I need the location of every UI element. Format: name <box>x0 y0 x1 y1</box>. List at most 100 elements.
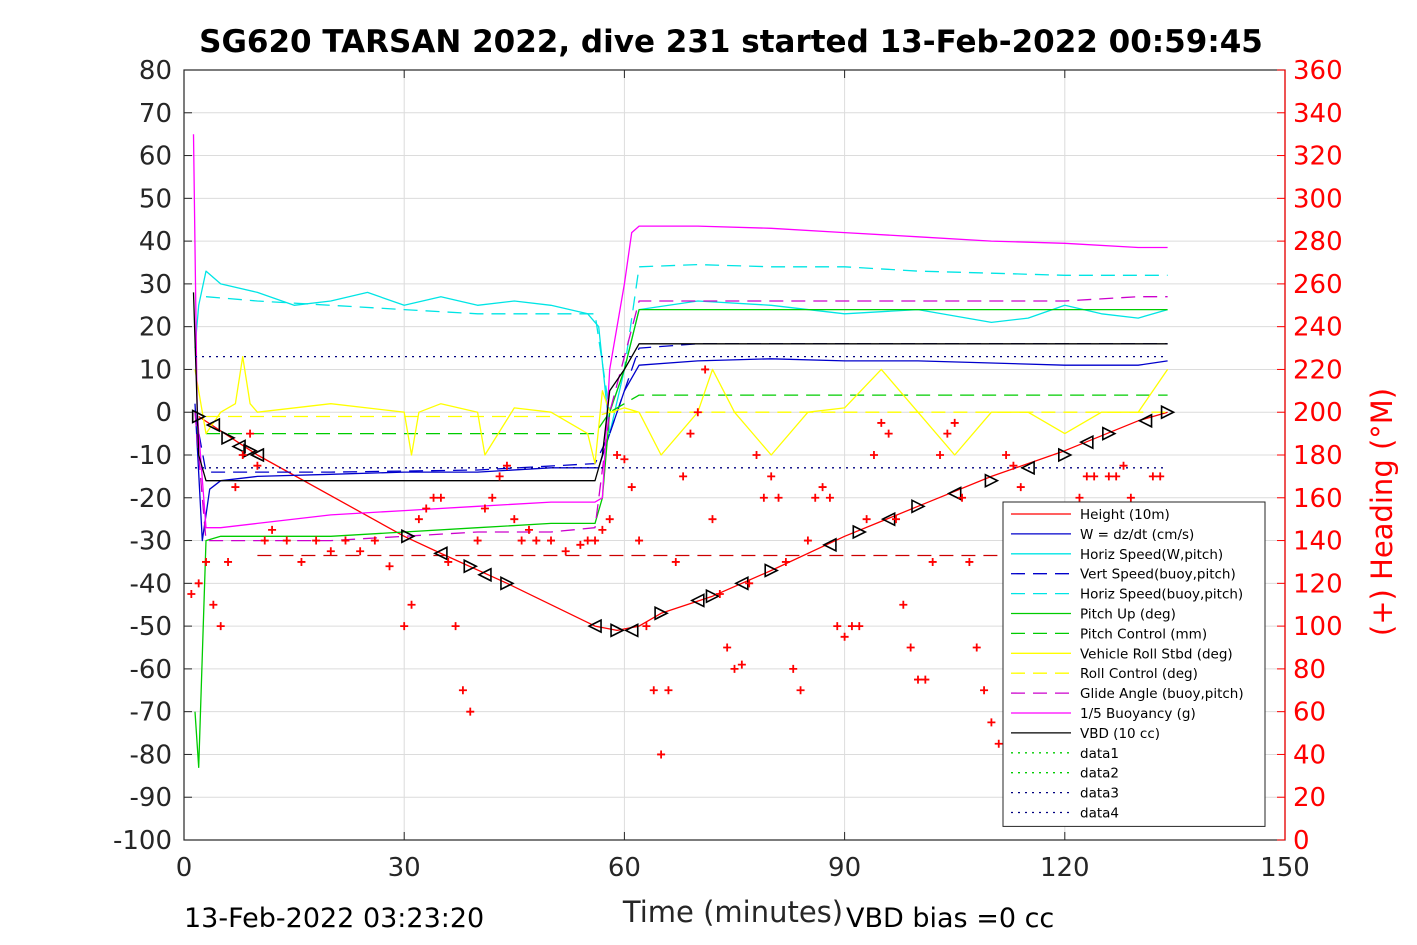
heading-point-2 <box>202 557 211 566</box>
heading-point-113 <box>1104 472 1113 481</box>
heading-point-18 <box>370 536 379 545</box>
heading-point-49 <box>635 536 644 545</box>
heading-point-17 <box>356 547 365 556</box>
heading-point-67 <box>767 472 776 481</box>
y-right-tick-label-3: 300 <box>1293 184 1343 214</box>
height-marker-13 <box>623 623 639 638</box>
heading-point-72 <box>803 536 812 545</box>
height-marker-18 <box>764 563 779 578</box>
heading-point-88 <box>921 675 930 684</box>
height-marker-10 <box>500 576 515 591</box>
heading-point-31 <box>480 504 489 513</box>
heading-point-55 <box>679 472 688 481</box>
heading-point-0 <box>187 590 196 599</box>
y-tick-label-14: -60 <box>130 655 172 685</box>
y-right-tick-label-11: 140 <box>1293 527 1343 557</box>
heading-point-81 <box>869 451 878 459</box>
height-marker-1 <box>205 417 221 433</box>
legend-label-4: Horiz Speed(buoy,pitch) <box>1080 587 1243 603</box>
legend-label-0: Height (10m) <box>1080 507 1170 523</box>
heading-point-115 <box>1119 461 1128 470</box>
axes: 0 30 60 90 120 15080706050403020100-10-20-30-… <box>113 56 1343 883</box>
heading-point-65 <box>752 451 761 459</box>
heading-point-80 <box>862 515 871 524</box>
heading-point-40 <box>561 547 570 556</box>
height-marker-27 <box>1079 434 1094 450</box>
height-marker-8 <box>463 558 479 574</box>
y-right-tick-label-0: 360 <box>1293 56 1343 86</box>
y-right-tick-label-4: 280 <box>1293 227 1343 257</box>
y-tick-label-10: -20 <box>130 484 172 514</box>
legend-label-14: data3 <box>1080 786 1119 802</box>
y-tick-label-13: -50 <box>130 612 172 642</box>
heading-point-16 <box>341 536 350 545</box>
heading-point-19 <box>385 562 394 571</box>
heading-point-43 <box>591 536 600 545</box>
heading-point-30 <box>473 536 482 545</box>
series-line-7 <box>194 355 1169 465</box>
height-marker-12 <box>610 623 625 638</box>
y-tick-label-18: -100 <box>113 826 172 856</box>
x-tick-label-5: 150 <box>1260 853 1310 883</box>
height-marker-30 <box>1160 404 1176 420</box>
height-marker-2 <box>221 430 236 446</box>
heading-point-61 <box>723 643 732 652</box>
heading-point-34 <box>502 461 511 470</box>
y-right-tick-label-2: 320 <box>1293 142 1343 172</box>
y-tick-label-12: -40 <box>130 569 172 599</box>
y-tick-label-15: -70 <box>130 698 172 728</box>
height-marker-23 <box>946 486 962 501</box>
heading-point-12 <box>282 536 291 545</box>
y-right-tick-label-14: 80 <box>1293 655 1326 685</box>
heading-point-95 <box>972 643 981 652</box>
heading-point-58 <box>701 365 710 374</box>
heading-point-56 <box>686 429 695 438</box>
height-marker-5 <box>249 447 265 463</box>
heading-point-14 <box>312 536 321 545</box>
y-right-tick-label-15: 60 <box>1293 698 1326 728</box>
heading-point-93 <box>958 493 967 502</box>
heading-point-76 <box>833 622 842 631</box>
height-marker-0 <box>191 409 207 424</box>
y-right-tick-label-18: 0 <box>1293 826 1310 856</box>
heading-point-15 <box>326 547 335 556</box>
heading-point-26 <box>444 557 453 566</box>
heading-point-52 <box>657 750 666 759</box>
heading-point-70 <box>789 664 798 673</box>
heading-point-59 <box>708 515 717 524</box>
legend-label-8: Roll Control (deg) <box>1080 666 1198 682</box>
heading-point-86 <box>906 643 915 652</box>
heading-point-3 <box>209 600 218 609</box>
heading-point-10 <box>260 536 269 545</box>
height-marker-9 <box>477 567 492 583</box>
heading-point-114 <box>1112 472 1121 481</box>
heading-point-27 <box>451 622 460 631</box>
heading-point-84 <box>891 515 900 524</box>
heading-point-89 <box>928 557 937 566</box>
heading-point-29 <box>466 707 475 716</box>
legend-label-7: Vehicle Roll Stbd (deg) <box>1080 646 1233 662</box>
legend-label-13: data2 <box>1080 766 1119 782</box>
heading-point-73 <box>811 493 820 502</box>
heading-point-7 <box>238 451 247 459</box>
heading-point-23 <box>422 504 431 513</box>
heading-point-33 <box>495 472 504 481</box>
height-marker-25 <box>1020 460 1035 476</box>
series-line-2 <box>194 270 1168 435</box>
heading-point-35 <box>510 515 519 524</box>
y-right-tick-label-1: 340 <box>1293 99 1343 129</box>
heading-point-4 <box>216 622 225 631</box>
y-right-tick-label-16: 40 <box>1293 740 1326 770</box>
heading-point-28 <box>458 686 467 695</box>
x-tick-label-0: 0 <box>176 853 193 883</box>
heading-point-82 <box>877 418 886 427</box>
heading-point-60 <box>715 590 724 599</box>
heading-point-32 <box>488 493 497 502</box>
y-tick-label-4: 40 <box>139 227 172 257</box>
heading-point-39 <box>547 536 555 545</box>
heading-point-119 <box>1148 472 1157 481</box>
heading-point-96 <box>980 686 989 695</box>
heading-point-9 <box>253 461 262 470</box>
height-marker-19 <box>822 537 837 553</box>
legend-label-15: data4 <box>1080 806 1119 822</box>
